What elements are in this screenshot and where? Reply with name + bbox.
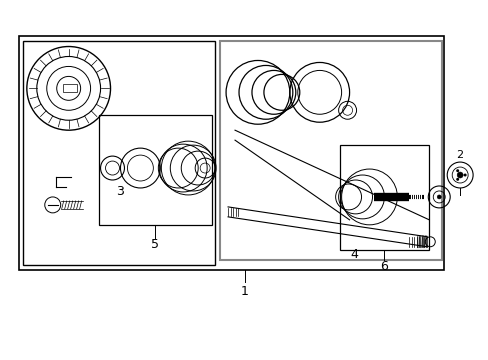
Text: 3: 3 <box>116 185 124 198</box>
Text: 6: 6 <box>380 260 387 273</box>
Circle shape <box>436 195 440 199</box>
Polygon shape <box>19 36 443 270</box>
Circle shape <box>455 178 458 181</box>
Polygon shape <box>62 84 77 92</box>
Text: 4: 4 <box>350 248 358 261</box>
Polygon shape <box>23 41 215 265</box>
Polygon shape <box>220 41 441 260</box>
Circle shape <box>463 174 466 176</box>
Text: 2: 2 <box>456 150 463 160</box>
Text: 5: 5 <box>151 238 159 251</box>
Text: 1: 1 <box>241 285 248 298</box>
Circle shape <box>456 172 462 178</box>
Polygon shape <box>339 145 428 250</box>
Polygon shape <box>99 115 212 225</box>
Circle shape <box>455 169 458 172</box>
